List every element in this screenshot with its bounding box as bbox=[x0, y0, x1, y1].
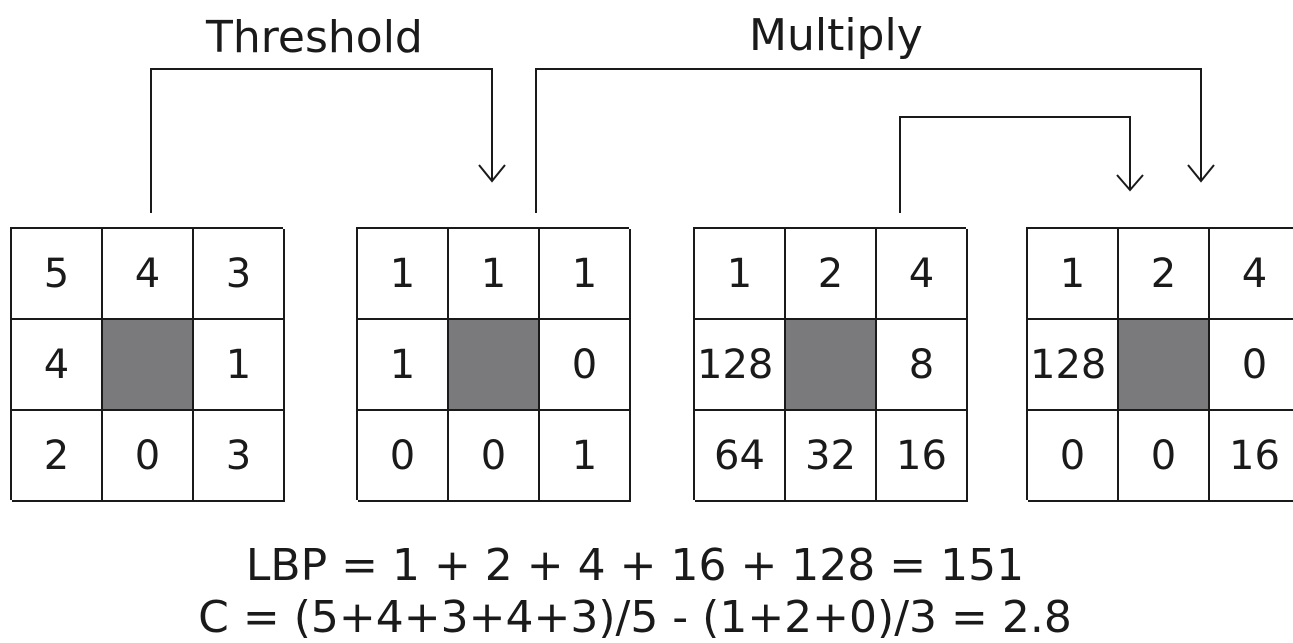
multiply-arrow-line bbox=[535, 68, 1202, 213]
weights-arrow-line bbox=[899, 116, 1131, 213]
grid-cell: 4 bbox=[12, 320, 103, 411]
weights-arrow-head bbox=[1116, 174, 1144, 192]
grid-cell: 3 bbox=[194, 411, 285, 502]
center-pixel-cell bbox=[103, 320, 194, 411]
grid-cell: 0 bbox=[1210, 320, 1293, 411]
grid-cell: 32 bbox=[786, 411, 877, 502]
result-grid: 1 2 4 128 0 0 0 16 bbox=[1026, 227, 1293, 502]
center-pixel-cell bbox=[449, 320, 540, 411]
grid-cell: 0 bbox=[103, 411, 194, 502]
grid-cell: 1 bbox=[695, 229, 786, 320]
grid-cell: 0 bbox=[449, 411, 540, 502]
threshold-arrow-head bbox=[478, 164, 506, 183]
grid-cell: 1 bbox=[358, 320, 449, 411]
grid-cell: 4 bbox=[1210, 229, 1293, 320]
grid-cell: 1 bbox=[1028, 229, 1119, 320]
grid-cell: 1 bbox=[540, 411, 631, 502]
grid-cell: 0 bbox=[1028, 411, 1119, 502]
weights-grid: 1 2 4 128 8 64 32 16 bbox=[693, 227, 968, 502]
threshold-label: Threshold bbox=[206, 12, 423, 63]
grid-cell: 128 bbox=[1028, 320, 1119, 411]
grid-cell: 4 bbox=[877, 229, 968, 320]
grid-cell: 2 bbox=[12, 411, 103, 502]
grid-cell: 8 bbox=[877, 320, 968, 411]
lbp-formula: LBP = 1 + 2 + 4 + 16 + 128 = 151 bbox=[245, 540, 1025, 591]
grid-cell: 1 bbox=[449, 229, 540, 320]
grid-cell: 2 bbox=[786, 229, 877, 320]
grid-cell: 128 bbox=[695, 320, 786, 411]
grid-cell: 64 bbox=[695, 411, 786, 502]
center-pixel-cell bbox=[1119, 320, 1210, 411]
grid-cell: 0 bbox=[540, 320, 631, 411]
contrast-formula: C = (5+4+3+4+3)/5 - (1+2+0)/3 = 2.8 bbox=[198, 592, 1072, 643]
grid-cell: 0 bbox=[1119, 411, 1210, 502]
grid-cell: 3 bbox=[194, 229, 285, 320]
grid-cell: 16 bbox=[877, 411, 968, 502]
multiply-arrow-head bbox=[1187, 164, 1215, 183]
grid-cell: 4 bbox=[103, 229, 194, 320]
grid-cell: 1 bbox=[358, 229, 449, 320]
center-pixel-cell bbox=[786, 320, 877, 411]
multiply-label: Multiply bbox=[749, 10, 923, 61]
grid-cell: 2 bbox=[1119, 229, 1210, 320]
grid-cell: 5 bbox=[12, 229, 103, 320]
grid-cell: 16 bbox=[1210, 411, 1293, 502]
grid-cell: 1 bbox=[540, 229, 631, 320]
threshold-arrow-line bbox=[150, 68, 493, 213]
grid-cell: 0 bbox=[358, 411, 449, 502]
grid-cell: 1 bbox=[194, 320, 285, 411]
